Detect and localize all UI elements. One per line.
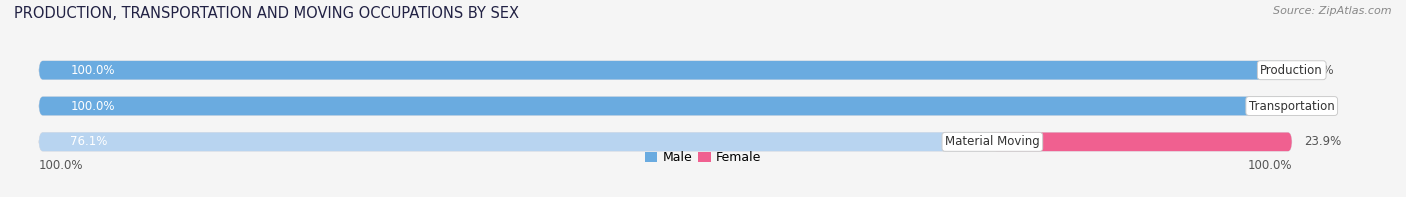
Text: Production: Production — [1260, 64, 1323, 77]
FancyBboxPatch shape — [39, 97, 1292, 115]
Text: 100.0%: 100.0% — [39, 159, 83, 172]
FancyBboxPatch shape — [39, 97, 1292, 115]
FancyBboxPatch shape — [993, 133, 1292, 151]
Text: Material Moving: Material Moving — [945, 135, 1039, 148]
Legend: Male, Female: Male, Female — [640, 147, 766, 169]
Text: 0.0%: 0.0% — [1305, 99, 1334, 112]
Text: Source: ZipAtlas.com: Source: ZipAtlas.com — [1274, 6, 1392, 16]
Text: 100.0%: 100.0% — [70, 99, 115, 112]
Text: 100.0%: 100.0% — [1247, 159, 1292, 172]
Text: 100.0%: 100.0% — [70, 64, 115, 77]
FancyBboxPatch shape — [39, 61, 1292, 80]
FancyBboxPatch shape — [39, 133, 1292, 151]
Text: 23.9%: 23.9% — [1305, 135, 1341, 148]
Text: Transportation: Transportation — [1249, 99, 1334, 112]
FancyBboxPatch shape — [39, 133, 993, 151]
FancyBboxPatch shape — [39, 61, 1292, 80]
Text: 0.0%: 0.0% — [1305, 64, 1334, 77]
Text: PRODUCTION, TRANSPORTATION AND MOVING OCCUPATIONS BY SEX: PRODUCTION, TRANSPORTATION AND MOVING OC… — [14, 6, 519, 21]
Text: 76.1%: 76.1% — [70, 135, 108, 148]
